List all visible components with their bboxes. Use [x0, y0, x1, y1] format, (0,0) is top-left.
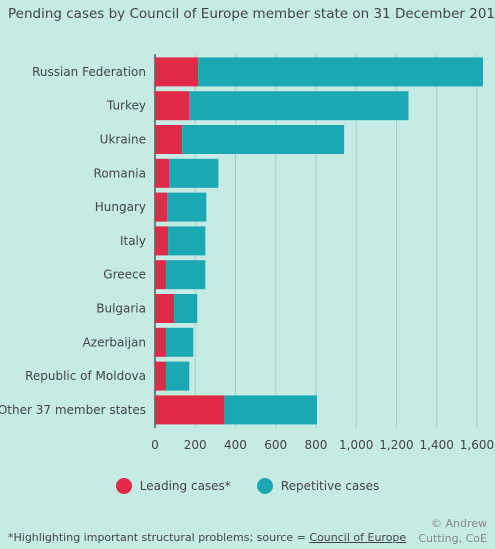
category-label: Turkey	[106, 99, 146, 113]
x-tick-label: 1,200	[379, 438, 413, 452]
bar-repetitive	[167, 192, 207, 222]
category-label: Hungary	[95, 200, 146, 214]
bar-leading	[155, 226, 169, 256]
bar-leading	[155, 57, 199, 87]
x-tick-label: 200	[184, 438, 207, 452]
category-label: Italy	[120, 234, 146, 248]
legend-label-repetitive: Repetitive cases	[280, 479, 380, 493]
category-label: Ukraine	[100, 133, 146, 147]
category-label: Other 37 member states	[0, 403, 146, 417]
repetitive-swatch-icon	[256, 478, 273, 494]
x-axis-ticks: 0 200 400 600 800 1,000 1,200 1,400 1,600	[151, 438, 494, 452]
bar-repetitive	[168, 226, 206, 256]
bars	[155, 57, 483, 425]
legend-item-leading[interactable]: Leading cases*	[115, 478, 231, 494]
category-labels: Russian Federation Turkey Ukraine Romania Hu…	[0, 65, 146, 417]
category-label: Romania	[94, 166, 146, 180]
bar-leading	[155, 361, 167, 391]
x-tick-label: 800	[305, 438, 328, 452]
bar-repetitive	[182, 125, 345, 154]
bar-leading	[155, 125, 183, 154]
legend-item-repetitive[interactable]: Repetitive cases	[256, 478, 380, 494]
bar-leading	[155, 327, 167, 357]
footnote: *Highlighting important structural probl…	[8, 531, 406, 544]
category-label: Greece	[103, 268, 146, 282]
bar-repetitive	[189, 91, 409, 121]
x-tick-label: 1,000	[339, 438, 373, 452]
bar-leading	[155, 192, 168, 222]
x-tick-label: 600	[264, 438, 287, 452]
credit-line-2: Cutting, CoE	[418, 532, 487, 545]
x-tick-label: 400	[224, 438, 247, 452]
bar-repetitive	[198, 57, 483, 87]
bar-repetitive	[166, 260, 206, 290]
bar-repetitive	[166, 361, 190, 391]
category-label: Azerbaijan	[83, 335, 146, 349]
bar-repetitive	[166, 327, 194, 357]
chart-title: Pending cases by Council of Europe membe…	[8, 6, 495, 22]
bar-leading	[155, 395, 225, 425]
leading-swatch-icon	[115, 478, 132, 494]
bar-leading	[155, 294, 175, 323]
x-tick-label: 0	[151, 438, 159, 452]
bar-leading	[155, 158, 170, 188]
bar-repetitive	[174, 294, 198, 323]
x-tick-label: 1,600	[460, 438, 494, 452]
bar-leading	[155, 91, 190, 121]
footnote-text: *Highlighting important structural probl…	[8, 531, 310, 544]
legend-label-leading: Leading cases*	[139, 479, 231, 493]
x-tick-label: 1,400	[420, 438, 454, 452]
source-link[interactable]: Council of Europe	[309, 531, 407, 544]
bar-repetitive	[224, 395, 317, 425]
bar-chart: Russian Federation Turkey Ukraine Romania Hu…	[0, 54, 494, 452]
credit-line-1: © Andrew	[430, 517, 487, 530]
credit: © Andrew Cutting, CoE	[417, 516, 487, 546]
category-label: Russian Federation	[32, 65, 146, 79]
bar-leading	[155, 260, 167, 290]
bar-repetitive	[169, 158, 219, 188]
category-label: Republic of Moldova	[25, 369, 146, 383]
category-label: Bulgaria	[96, 302, 146, 316]
legend: Leading cases* Repetitive cases	[0, 478, 495, 494]
